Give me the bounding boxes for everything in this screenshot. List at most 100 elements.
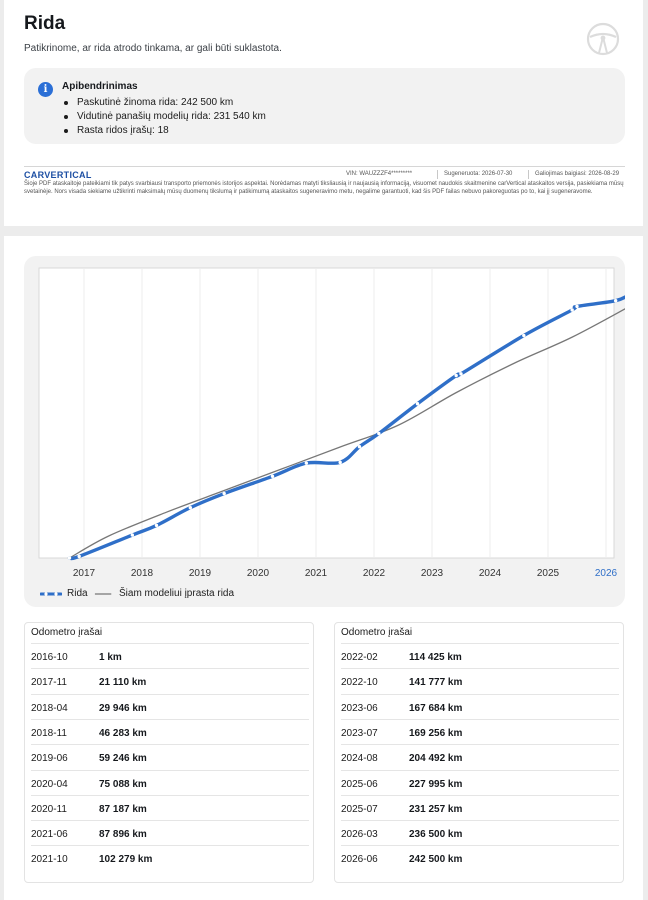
record-date: 2024-08 — [341, 753, 378, 765]
mileage-point — [130, 533, 135, 537]
disclaimer-text: Šioje PDF ataskaitoje pateikiami tik pat… — [24, 181, 624, 195]
mileage-point — [613, 298, 618, 303]
record-date: 2026-03 — [341, 829, 378, 841]
record-mileage: 21 110 km — [99, 677, 147, 689]
table-row: 2026-03 236 500 km — [341, 820, 619, 845]
table-row: 2019-06 59 246 km — [31, 744, 309, 769]
record-mileage: 46 283 km — [99, 727, 147, 739]
table-row: 2018-04 29 946 km — [31, 693, 309, 719]
record-mileage: 141 777 km — [409, 677, 463, 689]
record-mileage: 169 256 km — [409, 727, 463, 739]
record-mileage: 114 425 km — [409, 652, 462, 663]
table-row: 2026-06 242 500 km — [341, 845, 619, 870]
record-date: 2017-11 — [31, 677, 67, 689]
table-row: 2016-10 1 km — [31, 643, 309, 668]
table-row: 2021-10 102 279 km — [31, 845, 309, 870]
table-row: 2025-07 231 257 km — [341, 794, 619, 820]
summary-list: Paskutinė žinoma rida: 242 500 km Viduti… — [64, 96, 266, 138]
footer-divider — [24, 166, 625, 167]
vin-label: VIN: WAUZZZF4********* — [346, 171, 413, 177]
record-mileage: 29 946 km — [99, 702, 147, 714]
mileage-point — [415, 402, 420, 406]
odometer-table-right: Odometro įrašai 2022-02 114 425 km 2022-10… — [334, 622, 624, 883]
summary-item-average-mileage: Vidutinė panašių modelių rida: 231 540 k… — [64, 111, 266, 122]
mileage-point — [304, 461, 309, 465]
mileage-point — [454, 373, 458, 378]
page-title: Rida — [24, 13, 66, 34]
legend-label-mileage: Rida — [67, 588, 88, 599]
record-mileage: 87 896 km — [99, 829, 147, 841]
x-tick-label: 2021 — [305, 568, 328, 576]
x-tick-label: 2026 — [595, 568, 618, 576]
page-subtitle: Patikrinome, ar rida atrodo tinkama, ar … — [24, 43, 282, 54]
steering-wheel-icon — [586, 22, 620, 56]
brand-logo: CARVERTICAL — [24, 170, 92, 180]
mileage-point — [377, 431, 381, 436]
record-mileage: 236 500 km — [409, 829, 463, 841]
typical-mileage-line — [68, 308, 625, 559]
mileage-point — [575, 304, 579, 309]
mileage-point — [67, 556, 72, 560]
mileage-chart-card: 2017 2018 2019 2020 2021 2022 2023 2024 2025 2026… — [24, 256, 625, 607]
x-tick-label: 2017 — [73, 568, 96, 576]
table-row: 2024-08 204 492 km — [341, 744, 619, 769]
record-date: 2020-11 — [31, 803, 67, 815]
meta-separator — [437, 170, 438, 179]
x-tick-label: 2023 — [421, 568, 444, 576]
mileage-point — [188, 505, 193, 510]
legend-swatch-typical — [94, 592, 112, 595]
x-tick-label: 2018 — [131, 568, 154, 576]
mileage-point — [77, 554, 81, 559]
table-row: 2021-06 87 896 km — [31, 820, 309, 845]
x-tick-label: 2020 — [247, 568, 270, 576]
record-mileage: 227 995 km — [409, 778, 463, 790]
table-row: 2017-11 21 110 km — [31, 668, 309, 693]
table-row: 2018-11 46 283 km — [31, 718, 309, 744]
table-row: 2023-06 167 684 km — [341, 693, 619, 719]
record-mileage: 167 684 km — [409, 702, 463, 714]
record-date: 2022-10 — [341, 677, 378, 689]
record-mileage: 242 500 km — [409, 854, 463, 866]
record-date: 2025-07 — [341, 803, 378, 815]
legend-swatch-mileage — [40, 591, 62, 596]
table-row: 2020-04 75 088 km — [31, 769, 309, 795]
table-title: Odometro įrašai — [341, 627, 413, 638]
record-mileage: 59 246 km — [99, 753, 147, 765]
meta-separator — [528, 170, 529, 179]
record-mileage: 1 km — [99, 652, 122, 663]
mileage-point — [357, 445, 362, 449]
record-date: 2023-07 — [341, 727, 378, 739]
record-mileage: 87 187 km — [99, 803, 147, 815]
record-date: 2023-06 — [341, 702, 378, 714]
mileage-chart: 2017 2018 2019 2020 2021 2022 2023 2024 2025 2026 — [38, 267, 625, 576]
table-row: 2025-06 227 995 km — [341, 769, 619, 795]
legend-label-typical: Šiam modeliui įprasta rida — [119, 588, 235, 599]
brand-name: CARVERTICAL — [24, 170, 92, 180]
generated-date: Sugeneruota: 2026-07-30 — [444, 171, 513, 177]
record-mileage: 231 257 km — [409, 803, 463, 815]
mileage-point — [338, 460, 342, 465]
record-mileage: 102 279 km — [99, 854, 153, 866]
record-date: 2026-06 — [341, 854, 378, 866]
record-date: 2021-06 — [31, 829, 68, 841]
mileage-point — [522, 333, 526, 338]
summary-item-last-mileage: Paskutinė žinoma rida: 242 500 km — [64, 96, 266, 110]
x-tick-label: 2024 — [479, 568, 502, 576]
report-page-mileage: 2017 2018 2019 2020 2021 2022 2023 2024 2025 2026… — [4, 236, 643, 900]
report-page-summary: Rida Patikrinome, ar rida atrodo tinkama… — [4, 0, 643, 226]
summary-title: Apibendrinimas — [62, 81, 138, 92]
x-tick-label: 2022 — [363, 568, 386, 576]
table-row: 2022-02 114 425 km — [341, 643, 619, 668]
record-mileage: 75 088 km — [99, 778, 147, 790]
mileage-point — [459, 372, 463, 376]
record-date: 2025-06 — [341, 778, 378, 790]
x-tick-label: 2019 — [189, 568, 212, 576]
summary-box: i Apibendrinimas Paskutinė žinoma rida: … — [24, 68, 625, 144]
table-title: Odometro įrašai — [31, 627, 103, 638]
record-date: 2018-11 — [31, 727, 67, 739]
odometer-table-left: Odometro įrašai 2016-10 1 km 2017-11 21 110… — [24, 622, 314, 883]
record-mileage: 204 492 km — [409, 753, 463, 765]
mileage-point — [222, 491, 226, 496]
valid-until-date: Galiojimas baigiasi: 2026-08-29 — [535, 171, 620, 177]
record-date: 2020-04 — [31, 778, 68, 790]
